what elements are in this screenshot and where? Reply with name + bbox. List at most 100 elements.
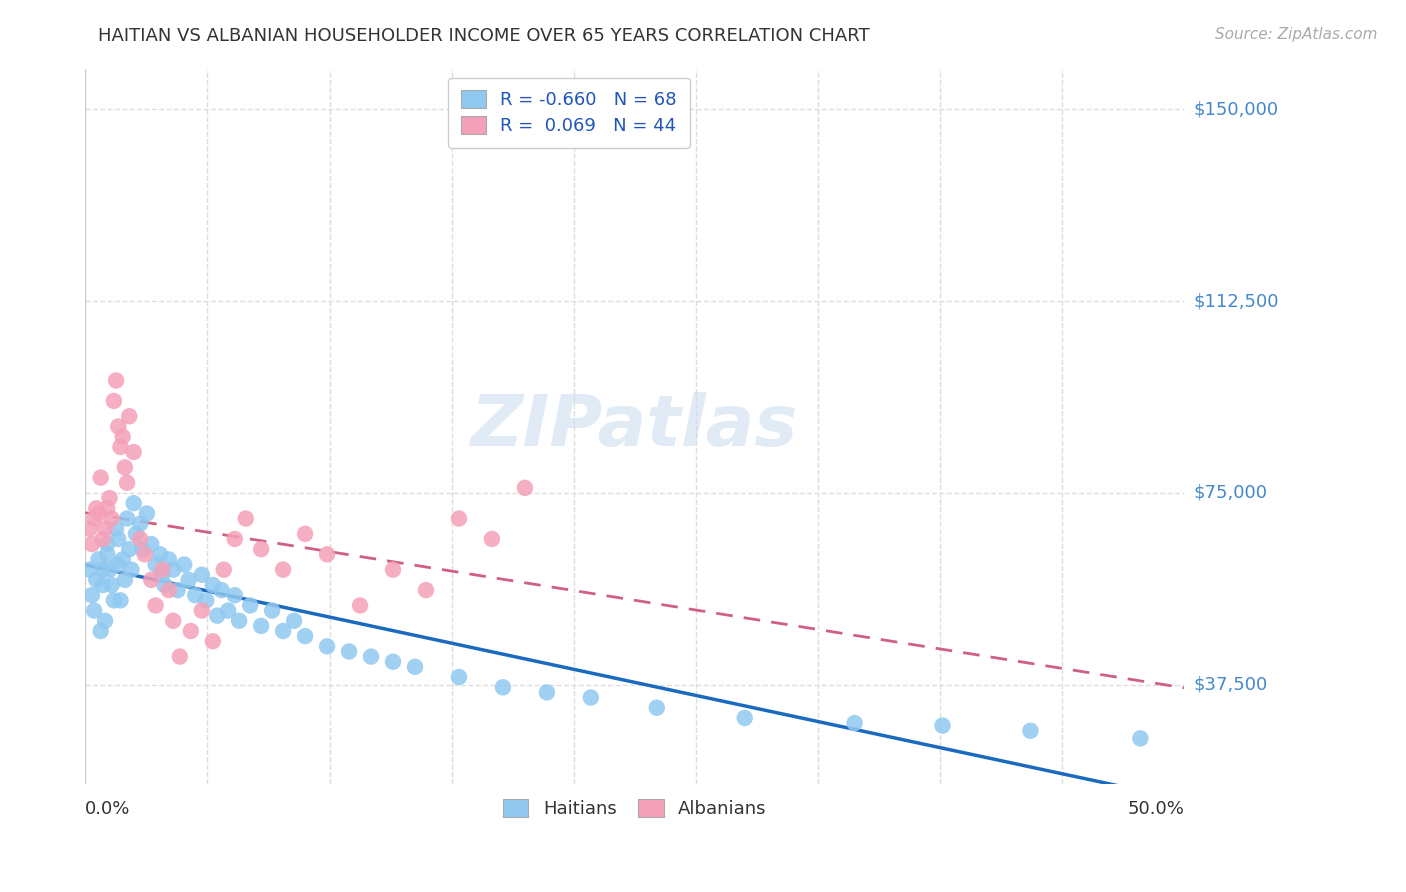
- Point: [122, 496, 145, 510]
- Point: [96, 537, 118, 551]
- Point: [447, 670, 470, 684]
- Point: [239, 599, 262, 613]
- Text: 50.0%: 50.0%: [1128, 800, 1184, 818]
- Point: [224, 532, 246, 546]
- Point: [110, 440, 132, 454]
- Point: [111, 552, 134, 566]
- Point: [91, 563, 114, 577]
- Point: [1019, 723, 1042, 738]
- Point: [149, 547, 172, 561]
- Point: [80, 537, 103, 551]
- Point: [211, 583, 233, 598]
- Point: [91, 578, 114, 592]
- Point: [94, 614, 117, 628]
- Point: [98, 563, 121, 577]
- Point: [114, 460, 136, 475]
- Point: [79, 563, 101, 577]
- Point: [105, 374, 128, 388]
- Point: [283, 614, 305, 628]
- Point: [382, 563, 405, 577]
- Point: [131, 542, 153, 557]
- Point: [145, 599, 167, 613]
- Point: [83, 603, 105, 617]
- Point: [120, 563, 142, 577]
- Point: [177, 573, 200, 587]
- Text: $150,000: $150,000: [1194, 101, 1278, 119]
- Point: [184, 588, 207, 602]
- Text: ZIPatlas: ZIPatlas: [471, 392, 799, 461]
- Point: [129, 516, 152, 531]
- Point: [180, 624, 202, 638]
- Point: [217, 603, 239, 617]
- Point: [107, 419, 129, 434]
- Point: [153, 578, 176, 592]
- Point: [224, 588, 246, 602]
- Point: [83, 511, 105, 525]
- Point: [84, 573, 107, 587]
- Point: [201, 634, 224, 648]
- Point: [1129, 731, 1152, 746]
- Point: [105, 522, 128, 536]
- Point: [90, 624, 112, 638]
- Point: [98, 491, 121, 505]
- Point: [141, 573, 163, 587]
- Text: 0.0%: 0.0%: [86, 800, 131, 818]
- Point: [100, 511, 122, 525]
- Point: [157, 583, 180, 598]
- Point: [316, 547, 339, 561]
- Point: [337, 644, 360, 658]
- Point: [316, 640, 339, 654]
- Point: [349, 599, 371, 613]
- Text: $112,500: $112,500: [1194, 293, 1278, 310]
- Point: [80, 588, 103, 602]
- Point: [415, 583, 437, 598]
- Point: [150, 567, 173, 582]
- Point: [294, 629, 316, 643]
- Point: [162, 563, 184, 577]
- Point: [110, 593, 132, 607]
- Point: [103, 393, 125, 408]
- Point: [87, 507, 110, 521]
- Text: HAITIAN VS ALBANIAN HOUSEHOLDER INCOME OVER 65 YEARS CORRELATION CHART: HAITIAN VS ALBANIAN HOUSEHOLDER INCOME O…: [98, 27, 870, 45]
- Point: [122, 445, 145, 459]
- Point: [141, 537, 163, 551]
- Point: [294, 526, 316, 541]
- Point: [169, 649, 191, 664]
- Point: [114, 573, 136, 587]
- Point: [111, 430, 134, 444]
- Point: [162, 614, 184, 628]
- Point: [191, 603, 214, 617]
- Point: [135, 507, 157, 521]
- Text: $37,500: $37,500: [1194, 676, 1267, 694]
- Point: [492, 680, 515, 694]
- Point: [118, 542, 141, 557]
- Point: [129, 532, 152, 546]
- Point: [87, 552, 110, 566]
- Point: [100, 578, 122, 592]
- Point: [96, 501, 118, 516]
- Point: [734, 711, 756, 725]
- Point: [205, 608, 228, 623]
- Point: [212, 563, 235, 577]
- Point: [157, 552, 180, 566]
- Point: [134, 547, 156, 561]
- Point: [360, 649, 382, 664]
- Point: [579, 690, 602, 705]
- Point: [96, 547, 118, 561]
- Point: [191, 567, 214, 582]
- Point: [107, 532, 129, 546]
- Point: [536, 685, 558, 699]
- Point: [195, 593, 218, 607]
- Point: [107, 558, 129, 572]
- Point: [844, 716, 866, 731]
- Point: [103, 593, 125, 607]
- Point: [201, 578, 224, 592]
- Point: [90, 470, 112, 484]
- Point: [173, 558, 195, 572]
- Text: Source: ZipAtlas.com: Source: ZipAtlas.com: [1215, 27, 1378, 42]
- Point: [382, 655, 405, 669]
- Text: $75,000: $75,000: [1194, 484, 1267, 502]
- Point: [125, 526, 148, 541]
- Point: [250, 619, 273, 633]
- Point: [118, 409, 141, 424]
